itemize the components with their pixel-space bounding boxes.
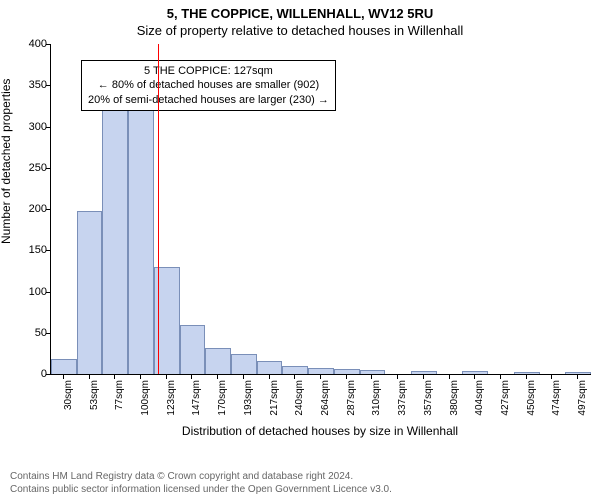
y-tick-label: 350 <box>17 79 47 91</box>
footer-line2: Contains public sector information licen… <box>10 483 392 496</box>
x-tick-label: 497sqm <box>577 380 588 420</box>
page-title: 5, THE COPPICE, WILLENHALL, WV12 5RU <box>0 0 600 21</box>
x-tick-label: 337sqm <box>397 380 408 420</box>
y-tick-mark <box>46 250 51 251</box>
y-tick-mark <box>46 85 51 86</box>
x-tick-mark <box>423 374 424 379</box>
histogram-bar <box>102 98 128 374</box>
y-tick-label: 300 <box>17 121 47 133</box>
x-tick-mark <box>166 374 167 379</box>
x-tick-mark <box>89 374 90 379</box>
y-tick-mark <box>46 127 51 128</box>
x-tick-label: 193sqm <box>243 380 254 420</box>
y-tick-label: 100 <box>17 286 47 298</box>
footer-line1: Contains HM Land Registry data © Crown c… <box>10 470 392 483</box>
x-tick-mark <box>500 374 501 379</box>
y-tick-mark <box>46 44 51 45</box>
x-tick-label: 170sqm <box>217 380 228 420</box>
x-tick-label: 30sqm <box>63 380 74 420</box>
x-tick-label: 264sqm <box>320 380 331 420</box>
y-tick-label: 150 <box>17 244 47 256</box>
x-tick-mark <box>526 374 527 379</box>
x-tick-mark <box>577 374 578 379</box>
annotation-line2: ← 80% of detached houses are smaller (90… <box>88 78 329 92</box>
chart-container: Number of detached properties 5 THE COPP… <box>0 44 600 444</box>
x-tick-mark <box>217 374 218 379</box>
y-tick-mark <box>46 292 51 293</box>
x-tick-label: 123sqm <box>166 380 177 420</box>
x-tick-label: 404sqm <box>474 380 485 420</box>
x-tick-mark <box>63 374 64 379</box>
histogram-bar <box>180 325 206 375</box>
histogram-bar <box>205 348 231 374</box>
x-tick-mark <box>294 374 295 379</box>
footer: Contains HM Land Registry data © Crown c… <box>10 470 392 496</box>
y-tick-mark <box>46 374 51 375</box>
annotation-line3: 20% of semi-detached houses are larger (… <box>88 93 329 107</box>
y-tick-label: 0 <box>17 368 47 380</box>
y-axis-label: Number of detached properties <box>0 79 13 244</box>
x-tick-mark <box>449 374 450 379</box>
x-tick-mark <box>397 374 398 379</box>
x-tick-mark <box>371 374 372 379</box>
x-tick-label: 217sqm <box>269 380 280 420</box>
y-tick-label: 250 <box>17 162 47 174</box>
x-tick-mark <box>269 374 270 379</box>
x-tick-mark <box>346 374 347 379</box>
page-subtitle: Size of property relative to detached ho… <box>0 21 600 38</box>
x-tick-label: 310sqm <box>371 380 382 420</box>
x-tick-label: 77sqm <box>114 380 125 420</box>
x-tick-label: 474sqm <box>551 380 562 420</box>
histogram-bar <box>411 371 437 374</box>
y-tick-mark <box>46 168 51 169</box>
y-tick-label: 200 <box>17 203 47 215</box>
x-tick-mark <box>191 374 192 379</box>
y-tick-label: 50 <box>17 327 47 339</box>
annotation-box: 5 THE COPPICE: 127sqm ← 80% of detached … <box>81 60 336 111</box>
histogram-bar <box>231 354 257 374</box>
plot-area: 5 THE COPPICE: 127sqm ← 80% of detached … <box>50 44 591 375</box>
x-tick-label: 147sqm <box>191 380 202 420</box>
x-tick-label: 427sqm <box>500 380 511 420</box>
histogram-bar <box>128 100 154 374</box>
x-tick-label: 450sqm <box>526 380 537 420</box>
property-marker-line <box>158 44 159 374</box>
x-tick-mark <box>114 374 115 379</box>
x-tick-mark <box>243 374 244 379</box>
x-tick-label: 380sqm <box>449 380 460 420</box>
y-tick-mark <box>46 333 51 334</box>
histogram-bar <box>257 361 283 374</box>
x-tick-label: 53sqm <box>89 380 100 420</box>
x-tick-label: 100sqm <box>140 380 151 420</box>
annotation-line1: 5 THE COPPICE: 127sqm <box>88 64 329 78</box>
y-tick-mark <box>46 209 51 210</box>
x-tick-mark <box>140 374 141 379</box>
histogram-bar <box>77 211 103 374</box>
x-tick-label: 240sqm <box>294 380 305 420</box>
histogram-bar <box>51 359 77 374</box>
x-tick-mark <box>474 374 475 379</box>
x-axis-label: Distribution of detached houses by size … <box>50 424 590 438</box>
x-tick-label: 357sqm <box>423 380 434 420</box>
y-tick-label: 400 <box>17 38 47 50</box>
histogram-bar <box>282 366 308 374</box>
x-tick-mark <box>320 374 321 379</box>
x-tick-label: 287sqm <box>346 380 357 420</box>
x-tick-mark <box>551 374 552 379</box>
